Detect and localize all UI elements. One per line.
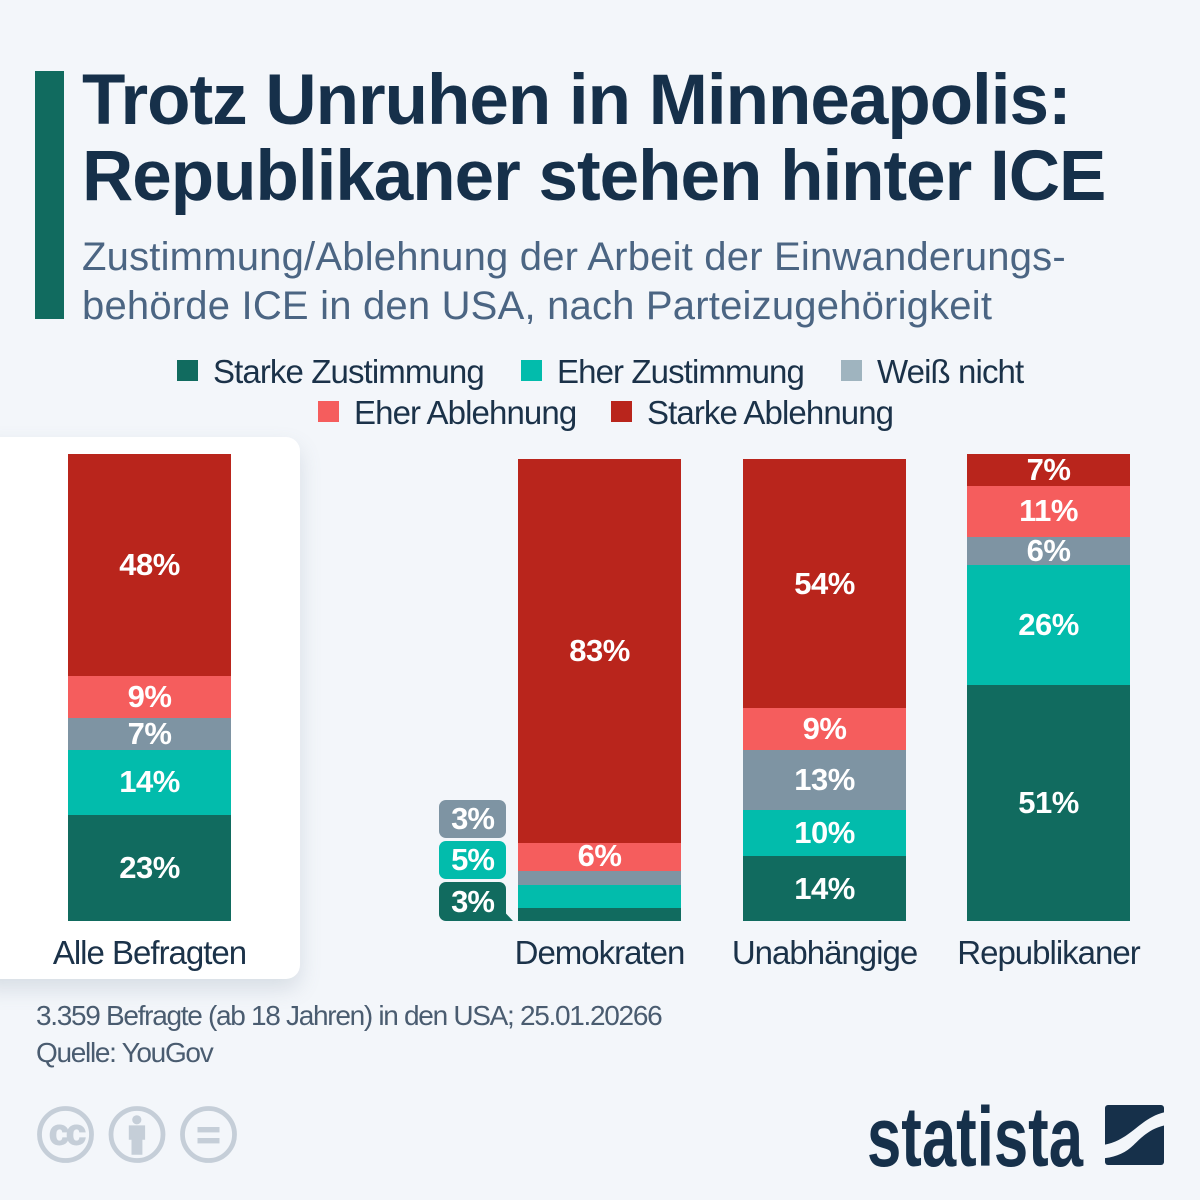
svg-text:statista: statista <box>867 1090 1084 1175</box>
svg-text:cc: cc <box>49 1112 85 1153</box>
